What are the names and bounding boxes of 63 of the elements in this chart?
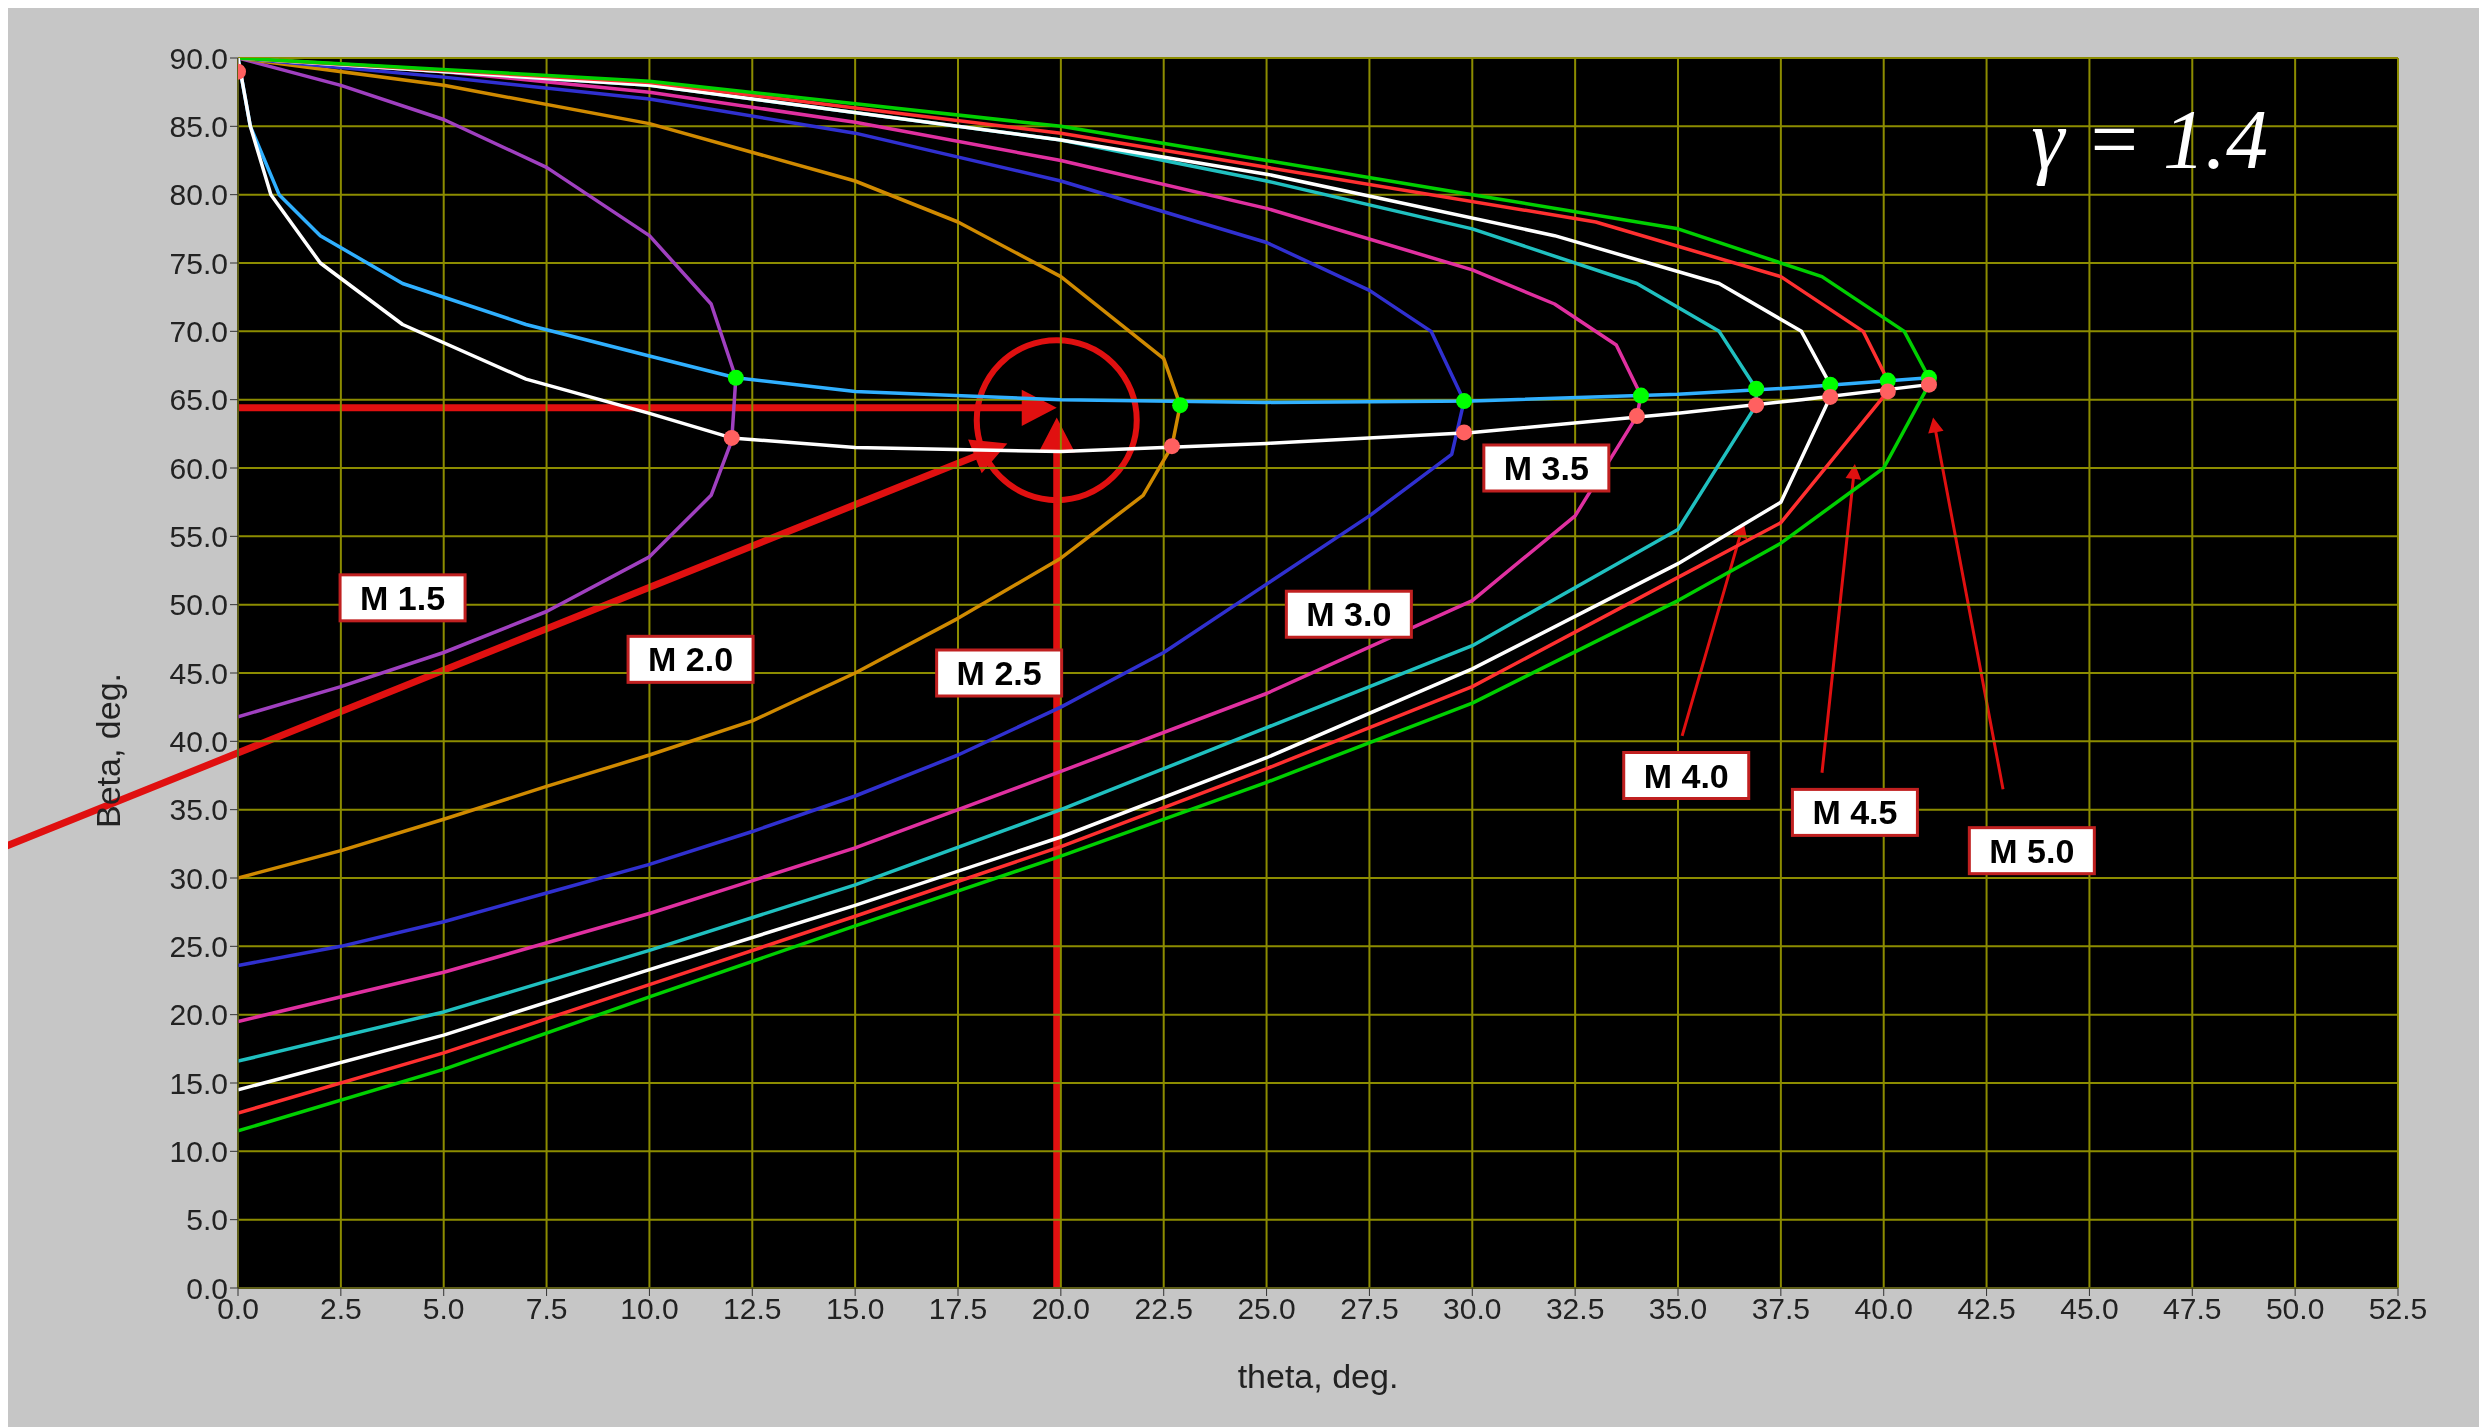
point — [727, 369, 744, 386]
y-tick-label: 40.0 — [169, 724, 228, 758]
x-tick-label: 30.0 — [1443, 1292, 1502, 1326]
x-tick-label: 35.0 — [1648, 1292, 1708, 1326]
point — [1456, 424, 1473, 441]
point — [723, 429, 740, 446]
y-tick-label: 15.0 — [169, 1066, 228, 1100]
x-tick-label: 40.0 — [1854, 1292, 1913, 1326]
x-tick-label: 17.5 — [928, 1292, 988, 1326]
point — [1172, 397, 1189, 414]
x-tick-label: 27.5 — [1340, 1292, 1399, 1326]
x-tick-label: 25.0 — [1237, 1292, 1296, 1326]
x-tick-label: 20.0 — [1031, 1292, 1091, 1326]
y-tick-label: 75.0 — [169, 246, 228, 280]
annotation: M 4.5 — [1812, 793, 1898, 832]
y-tick-label: 85.0 — [169, 109, 228, 143]
y-tick-label: 55.0 — [169, 519, 228, 553]
y-tick-label: 10.0 — [169, 1134, 228, 1168]
y-tick-label: 30.0 — [169, 861, 228, 895]
y-tick-label: 70.0 — [169, 314, 228, 348]
x-tick-label: 2.5 — [320, 1292, 362, 1326]
x-tick-label: 52.5 — [2368, 1292, 2428, 1326]
y-tick-label: 35.0 — [169, 793, 228, 827]
x-tick-label: 32.5 — [1545, 1292, 1605, 1326]
y-tick-label: 20.0 — [169, 998, 228, 1032]
x-axis-title: theta, deg. — [1237, 1357, 1399, 1395]
x-tick-label: 37.5 — [1751, 1292, 1811, 1326]
x-tick-label: 22.5 — [1134, 1292, 1193, 1326]
y-tick-label: 25.0 — [169, 929, 228, 963]
annotation: M 5.0 — [1989, 831, 2075, 870]
point — [1628, 408, 1645, 425]
annotation: M 4.0 — [1643, 756, 1729, 795]
y-tick-label: 80.0 — [169, 178, 228, 212]
x-tick-label: 42.5 — [1957, 1292, 2016, 1326]
x-tick-label: 45.0 — [2060, 1292, 2119, 1326]
y-tick-label: 45.0 — [169, 656, 228, 690]
annotation: M 2.0 — [648, 640, 734, 679]
y-tick-label: 5.0 — [186, 1203, 228, 1237]
y-tick-label: 50.0 — [169, 588, 228, 622]
point — [1920, 376, 1937, 393]
annotation: M 3.0 — [1306, 595, 1392, 634]
y-axis-title: Beta, deg. — [89, 673, 128, 829]
y-tick-label: 65.0 — [169, 383, 228, 417]
x-tick-label: 7.5 — [525, 1292, 568, 1326]
annotation: M 2.5 — [956, 654, 1042, 692]
point — [1748, 397, 1765, 414]
y-tick-label: 60.0 — [169, 451, 228, 485]
x-tick-label: 12.5 — [723, 1292, 782, 1326]
x-tick-label: 15.0 — [825, 1292, 885, 1326]
point — [1456, 393, 1473, 410]
annotation: M 3.5 — [1503, 449, 1589, 487]
point — [1822, 388, 1839, 405]
point — [1748, 380, 1765, 397]
x-tick-label: 5.0 — [422, 1292, 465, 1326]
x-tick-label: 47.5 — [2163, 1292, 2222, 1326]
point — [1163, 438, 1180, 455]
annotation: M 1.5 — [360, 578, 446, 617]
y-tick-label: 90.0 — [169, 41, 228, 75]
point — [1632, 387, 1649, 404]
x-tick-label: 10.0 — [620, 1292, 679, 1326]
x-tick-label: 50.0 — [2265, 1292, 2325, 1326]
point — [1879, 383, 1896, 400]
annotation: γ = 1.4 — [2031, 93, 2268, 186]
